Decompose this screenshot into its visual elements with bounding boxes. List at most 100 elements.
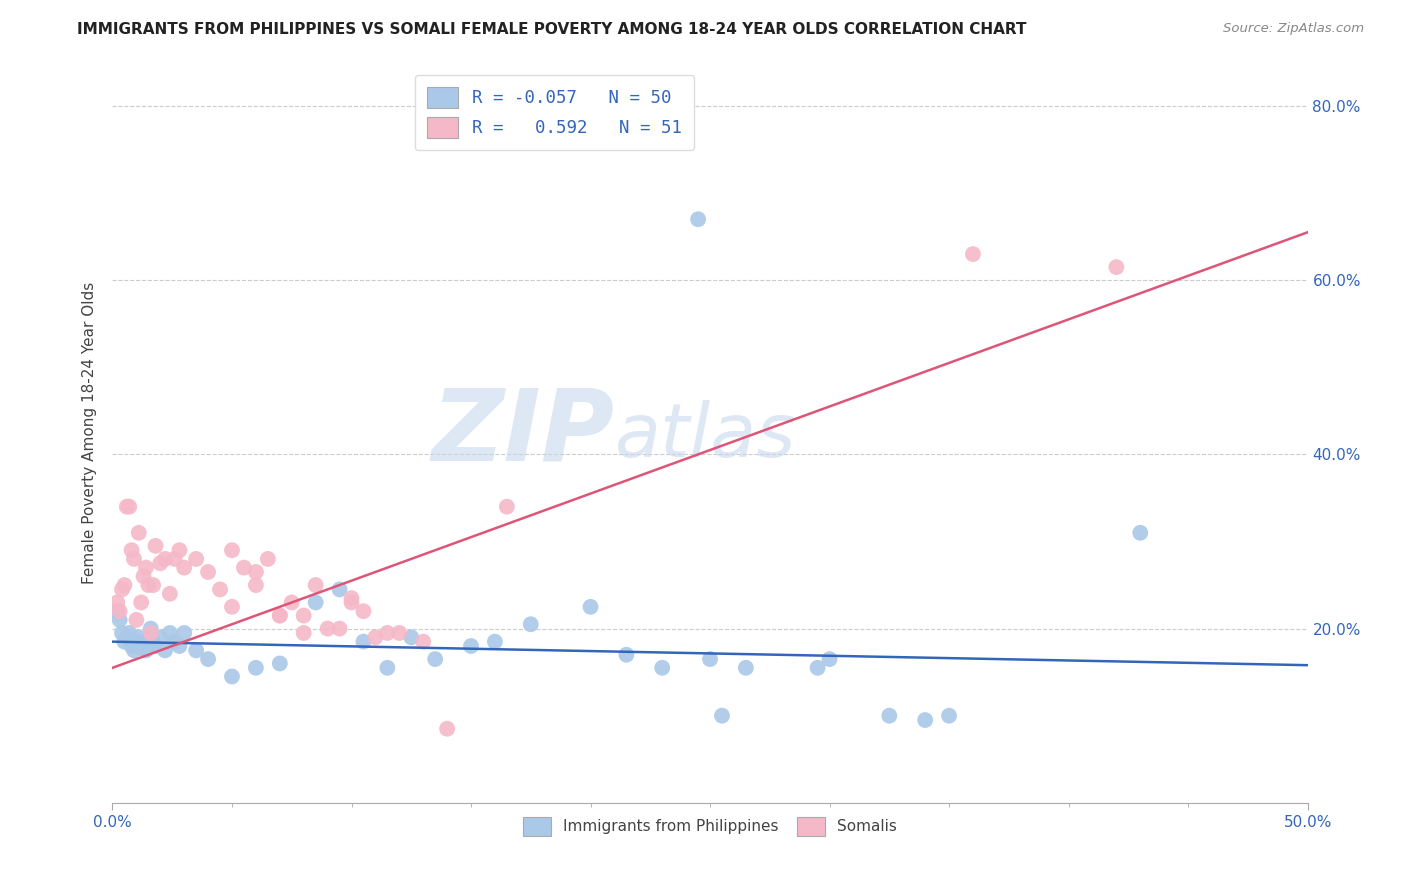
Point: [962, 247, 984, 261]
Text: ZIP: ZIP: [432, 384, 614, 481]
Point: [316, 622, 339, 636]
Point: [122, 643, 145, 657]
Point: [257, 552, 280, 566]
Point: [159, 626, 181, 640]
Point: [173, 626, 195, 640]
Point: [149, 630, 172, 644]
Point: [233, 560, 256, 574]
Point: [121, 543, 143, 558]
Point: [105, 604, 128, 618]
Point: [269, 608, 291, 623]
Legend: Immigrants from Philippines, Somalis: Immigrants from Philippines, Somalis: [516, 809, 904, 843]
Point: [121, 639, 143, 653]
Point: [163, 552, 186, 566]
Point: [711, 708, 734, 723]
Point: [329, 622, 352, 636]
Point: [221, 543, 243, 558]
Point: [159, 587, 181, 601]
Point: [135, 643, 157, 657]
Text: Source: ZipAtlas.com: Source: ZipAtlas.com: [1223, 22, 1364, 36]
Point: [460, 639, 482, 653]
Point: [209, 582, 232, 597]
Point: [139, 626, 162, 640]
Point: [388, 626, 411, 640]
Point: [340, 595, 363, 609]
Point: [105, 595, 128, 609]
Point: [129, 595, 152, 609]
Point: [138, 578, 160, 592]
Point: [132, 569, 155, 583]
Point: [128, 630, 150, 644]
Point: [138, 632, 160, 646]
Point: [169, 639, 191, 653]
Point: [111, 582, 134, 597]
Point: [129, 640, 152, 655]
Point: [139, 622, 162, 636]
Point: [352, 634, 374, 648]
Point: [125, 634, 148, 648]
Point: [221, 669, 243, 683]
Point: [807, 661, 830, 675]
Point: [114, 578, 135, 592]
Point: [118, 500, 141, 514]
Point: [169, 543, 191, 558]
Point: [735, 661, 758, 675]
Point: [115, 630, 138, 644]
Point: [115, 500, 138, 514]
Point: [125, 613, 148, 627]
Point: [153, 643, 176, 657]
Point: [186, 643, 208, 657]
Point: [153, 552, 176, 566]
Point: [142, 578, 165, 592]
Point: [496, 500, 519, 514]
Point: [197, 652, 219, 666]
Point: [122, 552, 145, 566]
Point: [111, 626, 134, 640]
Point: [1105, 260, 1128, 274]
Point: [699, 652, 721, 666]
Point: [145, 539, 167, 553]
Point: [186, 552, 208, 566]
Point: [245, 578, 267, 592]
Y-axis label: Female Poverty Among 18-24 Year Olds: Female Poverty Among 18-24 Year Olds: [82, 282, 97, 583]
Point: [142, 634, 165, 648]
Point: [879, 708, 901, 723]
Point: [269, 657, 291, 671]
Point: [128, 525, 150, 540]
Point: [818, 652, 841, 666]
Point: [616, 648, 638, 662]
Point: [914, 713, 936, 727]
Point: [688, 212, 710, 227]
Point: [401, 630, 423, 644]
Point: [281, 595, 304, 609]
Point: [305, 595, 328, 609]
Point: [269, 608, 291, 623]
Point: [377, 626, 399, 640]
Point: [221, 599, 243, 614]
Point: [329, 582, 352, 597]
Text: IMMIGRANTS FROM PHILIPPINES VS SOMALI FEMALE POVERTY AMONG 18-24 YEAR OLDS CORRE: IMMIGRANTS FROM PHILIPPINES VS SOMALI FE…: [77, 22, 1026, 37]
Point: [340, 591, 363, 606]
Point: [1129, 525, 1152, 540]
Point: [292, 626, 315, 640]
Point: [108, 604, 131, 618]
Point: [245, 565, 267, 579]
Point: [145, 639, 167, 653]
Point: [108, 613, 131, 627]
Point: [377, 661, 399, 675]
Point: [412, 634, 434, 648]
Point: [938, 708, 960, 723]
Point: [436, 722, 458, 736]
Point: [364, 630, 387, 644]
Point: [132, 637, 155, 651]
Point: [197, 565, 219, 579]
Point: [135, 560, 157, 574]
Point: [163, 634, 186, 648]
Point: [114, 634, 135, 648]
Text: atlas: atlas: [614, 401, 796, 473]
Point: [651, 661, 673, 675]
Point: [579, 599, 602, 614]
Point: [245, 661, 267, 675]
Point: [305, 578, 328, 592]
Point: [520, 617, 543, 632]
